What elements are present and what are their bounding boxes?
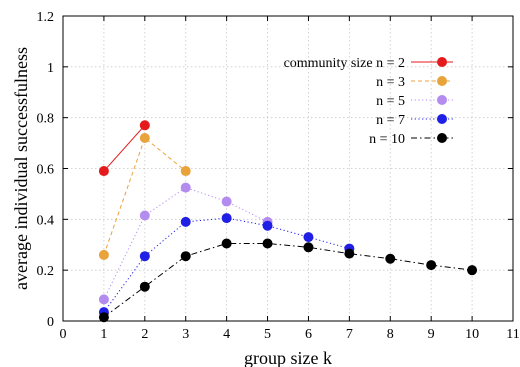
legend-marker (437, 95, 447, 105)
x-tick-label: 10 (465, 327, 479, 342)
y-tick-label: 0.8 (37, 112, 55, 127)
y-axis-title: average individual successfulness (11, 47, 31, 290)
series-line (103, 124, 146, 172)
data-point (98, 294, 109, 305)
legend-item: n = 10 (369, 132, 453, 147)
y-tick-label: 1 (47, 61, 54, 76)
data-point (180, 166, 191, 177)
y-tick-label: 0.4 (37, 213, 55, 228)
data-point (139, 133, 150, 143)
legend: community size n = 2 n = 3 n = 5 n = 7 n = 1… (284, 56, 453, 147)
data-point (385, 253, 396, 264)
legend-label: n = 7 (376, 113, 405, 128)
y-tick-label: 0 (47, 315, 54, 330)
data-point (303, 232, 314, 243)
data-point (180, 182, 191, 193)
data-point (98, 249, 109, 260)
x-tick-label: 3 (182, 327, 189, 342)
series-layer (98, 120, 478, 323)
data-point (139, 251, 150, 262)
legend-item: community size n = 2 (284, 56, 453, 71)
legend-marker (437, 114, 447, 124)
x-tick-label: 2 (141, 327, 148, 342)
x-tick-label: 9 (428, 327, 435, 342)
y-tick-label: 0.6 (37, 163, 55, 178)
x-tick-label: 6 (305, 327, 312, 342)
axis-ticks: 0 1 2 3 4 5 6 7 8 9 10 11 0 0.2 0.4 0.6 0.8 1 1.2 (37, 10, 520, 342)
data-point (426, 260, 437, 271)
data-point (139, 120, 150, 131)
x-tick-label: 11 (506, 327, 519, 342)
legend-marker (437, 133, 447, 143)
y-tick-label: 1.2 (37, 10, 55, 25)
data-point (221, 238, 232, 249)
data-point (303, 242, 314, 253)
y-tick-label: 0.2 (37, 264, 55, 279)
x-tick-label: 4 (223, 327, 230, 342)
data-point (139, 210, 150, 221)
x-tick-label: 5 (264, 327, 271, 342)
x-tick-label: 0 (60, 327, 67, 342)
legend-label: n = 3 (376, 75, 405, 90)
series-line (103, 242, 473, 318)
data-point (344, 248, 355, 259)
legend-marker (437, 76, 447, 86)
data-point (262, 220, 273, 231)
data-point (180, 251, 191, 262)
x-tick-label: 7 (346, 327, 353, 342)
x-tick-label: 1 (100, 327, 107, 342)
data-point (98, 166, 109, 177)
legend-item: n = 5 (376, 94, 453, 109)
data-point (221, 213, 232, 224)
x-axis-title: group size k (244, 348, 332, 367)
legend-marker (437, 57, 447, 67)
series-2 (98, 133, 191, 260)
legend-label: n = 5 (376, 94, 405, 109)
legend-item: n = 7 (376, 113, 453, 128)
legend-label: n = 10 (369, 132, 405, 147)
legend-item: n = 3 (376, 75, 453, 90)
data-point (139, 281, 150, 292)
data-point (262, 238, 273, 249)
data-point (180, 216, 191, 227)
series-5 (98, 238, 478, 323)
data-point (221, 196, 232, 207)
series-1 (98, 120, 150, 177)
x-tick-label: 8 (387, 327, 394, 342)
legend-label: community size n = 2 (284, 56, 405, 71)
data-point (467, 265, 478, 276)
